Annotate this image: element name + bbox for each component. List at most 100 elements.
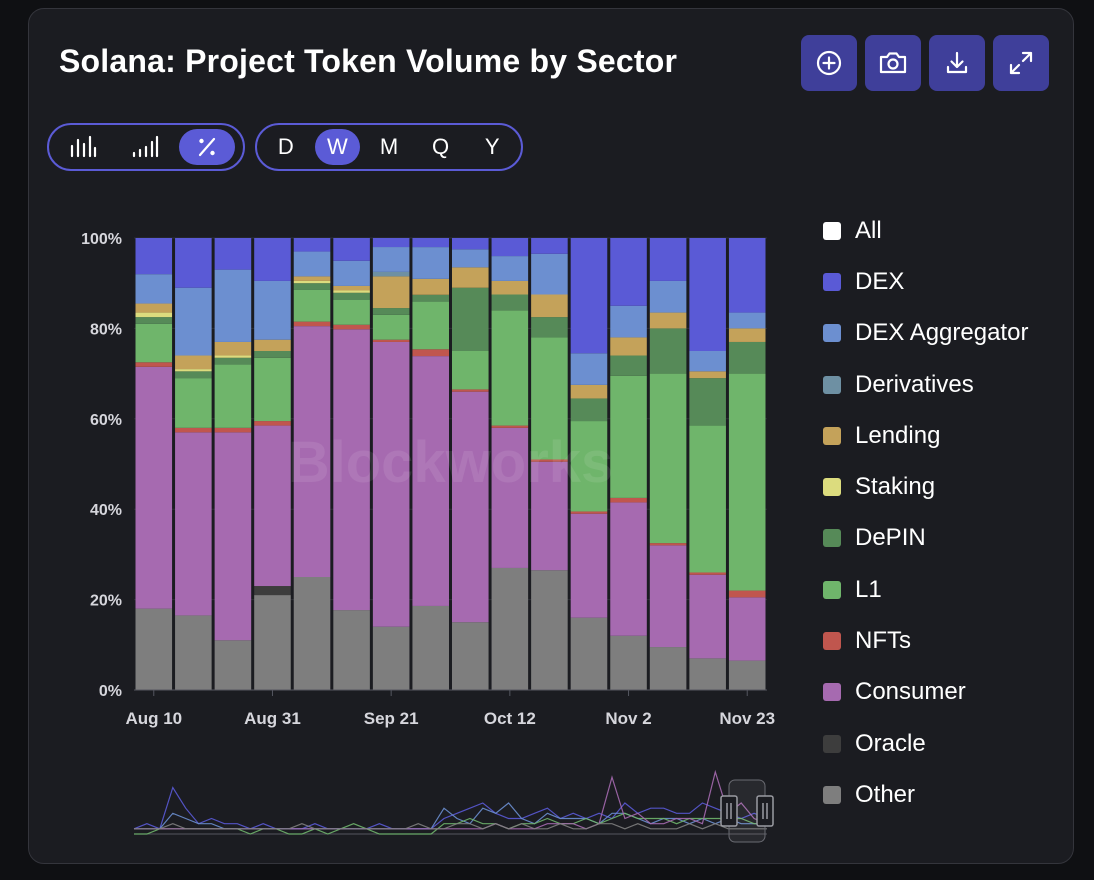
bar-segment-dex-aggregator[interactable] [570, 353, 608, 385]
bar-segment-dex[interactable] [452, 238, 489, 250]
bar-segment-l1[interactable] [452, 351, 489, 390]
bar-segment-nfts[interactable] [452, 389, 489, 392]
bar-segment-l1[interactable] [214, 364, 252, 428]
bar-segment-nfts[interactable] [333, 324, 370, 330]
bar-segment-other[interactable] [333, 610, 370, 690]
bar-segment-dex[interactable] [491, 238, 529, 257]
bar-segment-l1[interactable] [491, 310, 529, 426]
bar-segment-dex[interactable] [689, 238, 726, 351]
bar-segment-l1[interactable] [728, 373, 766, 591]
bar-segment-depin[interactable] [412, 294, 449, 302]
bar-segment-lending[interactable] [333, 285, 370, 291]
bar-segment-depin[interactable] [175, 371, 212, 379]
bar-segment-consumer[interactable] [452, 391, 489, 623]
bar-segment-depin[interactable] [728, 341, 766, 374]
bar-segment-l1[interactable] [649, 373, 687, 544]
legend-item-other[interactable]: Other [823, 769, 1028, 820]
bar-segment-depin[interactable] [333, 292, 370, 300]
bar-segment-dex-aggregator[interactable] [175, 287, 212, 356]
legend-item-all[interactable]: All [823, 205, 1028, 256]
bar-segment-other[interactable] [531, 570, 568, 690]
bar-segment-nfts[interactable] [214, 427, 252, 433]
bar-segment-nfts[interactable] [254, 421, 291, 426]
bar-segment-dex[interactable] [531, 238, 568, 254]
bar-segment-dex-aggregator[interactable] [135, 274, 173, 304]
bar-segment-l1[interactable] [570, 421, 608, 512]
period-w-button[interactable]: W [314, 129, 361, 165]
bar-segment-nfts[interactable] [728, 590, 766, 598]
bar-segment-l1[interactable] [610, 375, 647, 498]
mode-bar-button[interactable] [55, 129, 111, 165]
bar-segment-nfts[interactable] [293, 321, 331, 327]
bar-segment-depin[interactable] [610, 355, 647, 376]
bar-segment-lending[interactable] [293, 276, 331, 281]
bar-segment-consumer[interactable] [214, 432, 252, 641]
legend-item-oracle[interactable]: Oracle [823, 718, 1028, 769]
bar-segment-nfts[interactable] [491, 425, 529, 428]
bar-segment-depin[interactable] [531, 317, 568, 338]
bar-segment-lending[interactable] [135, 303, 173, 313]
period-y-button[interactable]: Y [484, 134, 500, 159]
fullscreen-button[interactable] [993, 35, 1049, 91]
bar-segment-lending[interactable] [412, 278, 449, 295]
bar-segment-consumer[interactable] [333, 329, 370, 611]
bar-segment-consumer[interactable] [412, 356, 449, 606]
legend-item-lending[interactable]: Lending [823, 410, 1028, 461]
legend-item-depin[interactable]: DePIN [823, 513, 1028, 564]
bar-segment-consumer[interactable] [175, 432, 212, 616]
bar-segment-dex-aggregator[interactable] [293, 251, 331, 277]
bar-segment-derivatives[interactable] [372, 271, 410, 277]
bar-segment-lending[interactable] [491, 280, 529, 295]
bar-segment-depin[interactable] [372, 308, 410, 315]
bar-segment-dex[interactable] [293, 238, 331, 252]
bar-segment-dex[interactable] [333, 238, 370, 261]
legend-item-dex[interactable]: DEX [823, 256, 1028, 307]
navigator-handle[interactable] [756, 795, 774, 827]
download-button[interactable] [929, 35, 985, 91]
period-d-button[interactable]: D [277, 134, 294, 159]
bar-segment-dex[interactable] [728, 238, 766, 313]
bar-segment-consumer[interactable] [649, 545, 687, 648]
bar-segment-l1[interactable] [333, 299, 370, 325]
bar-segment-consumer[interactable] [293, 326, 331, 577]
bar-segment-depin[interactable] [293, 283, 331, 290]
bar-segment-dex-aggregator[interactable] [333, 260, 370, 286]
bar-segment-dex[interactable] [610, 238, 647, 306]
bar-segment-lending[interactable] [728, 328, 766, 342]
bar-segment-other[interactable] [728, 660, 766, 690]
bar-segment-depin[interactable] [452, 287, 489, 351]
bar-segment-consumer[interactable] [610, 502, 647, 636]
bar-segment-staking[interactable] [175, 369, 212, 372]
bar-segment-lending[interactable] [254, 339, 291, 351]
bar-segment-consumer[interactable] [570, 513, 608, 618]
bar-segment-lending[interactable] [531, 294, 568, 318]
bar-segment-other[interactable] [570, 617, 608, 690]
bar-segment-depin[interactable] [254, 351, 291, 358]
bar-segment-dex-aggregator[interactable] [412, 247, 449, 279]
bar-segment-other[interactable] [610, 635, 647, 690]
bar-segment-dex-aggregator[interactable] [254, 280, 291, 340]
bar-segment-depin[interactable] [649, 328, 687, 374]
legend-item-staking[interactable]: Staking [823, 461, 1028, 512]
bar-segment-depin[interactable] [491, 294, 529, 311]
bar-segment-l1[interactable] [372, 314, 410, 340]
bar-segment-dex-aggregator[interactable] [689, 351, 726, 372]
bar-segment-nfts[interactable] [689, 572, 726, 575]
bar-segment-dex[interactable] [254, 238, 291, 281]
bar-segment-other[interactable] [175, 615, 212, 690]
mode-percent-button[interactable] [179, 129, 235, 165]
legend-item-consumer[interactable]: Consumer [823, 667, 1028, 718]
bar-segment-nfts[interactable] [412, 349, 449, 357]
bar-segment-consumer[interactable] [728, 597, 766, 661]
bar-segment-dex-aggregator[interactable] [728, 312, 766, 329]
bar-segment-l1[interactable] [689, 425, 726, 573]
bar-segment-depin[interactable] [570, 398, 608, 422]
bar-segment-dex[interactable] [412, 238, 449, 248]
screenshot-button[interactable] [865, 35, 921, 91]
legend-item-nfts[interactable]: NFTs [823, 615, 1028, 666]
bar-segment-dex[interactable] [570, 238, 608, 354]
bar-segment-l1[interactable] [175, 378, 212, 428]
bar-segment-nfts[interactable] [531, 459, 568, 462]
bar-segment-other[interactable] [214, 640, 252, 690]
mode-stacked-button[interactable] [117, 129, 173, 165]
